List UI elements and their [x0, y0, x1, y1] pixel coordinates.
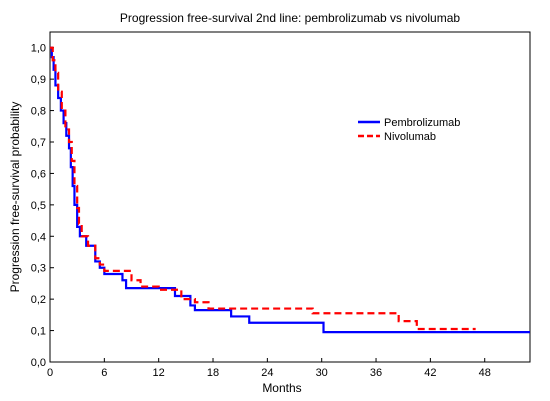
x-tick-label: 42: [424, 367, 436, 379]
y-tick-label: 0,0: [31, 357, 46, 369]
y-axis-label: Progression free-survival probability: [8, 102, 22, 293]
series-nivolumab-line: [50, 46, 476, 331]
y-tick-label: 0,6: [31, 168, 46, 180]
x-tick-label: 48: [479, 367, 491, 379]
x-tick-label: 30: [316, 367, 328, 379]
x-tick-label: 18: [207, 367, 219, 379]
x-tick-label: 36: [370, 367, 382, 379]
x-tick-label: 12: [153, 367, 165, 379]
y-axis: 0,0 0,1 0,2 0,3 0,4 0,5 0,6 0,7 0,8 0,9 1,0: [31, 43, 54, 369]
y-tick-label: 0,2: [31, 294, 46, 306]
y-tick-label: 0,9: [31, 74, 46, 86]
y-tick-label: 0,4: [31, 231, 46, 243]
x-tick-label: 24: [261, 367, 273, 379]
x-tick-label: 0: [47, 367, 53, 379]
legend: Pembrolizumab Nivolumab: [358, 117, 460, 143]
x-axis: 0 6 12 18 24 30 36 42 48: [47, 358, 491, 379]
series-lines: [50, 46, 530, 334]
y-tick-label: 0,5: [31, 200, 46, 212]
y-tick-label: 0,8: [31, 106, 46, 118]
x-axis-label: Months: [262, 381, 301, 395]
chart-title: Progression free-survival 2nd line: pemb…: [120, 11, 460, 25]
legend-label-nivolumab: Nivolumab: [384, 131, 436, 143]
x-tick-label: 6: [101, 367, 107, 379]
y-tick-label: 1,0: [31, 43, 46, 55]
legend-label-pembrolizumab: Pembrolizumab: [384, 117, 460, 129]
y-tick-label: 0,3: [31, 263, 46, 275]
plot-frame: [49, 31, 531, 363]
y-tick-label: 0,7: [31, 137, 46, 149]
y-tick-label: 0,1: [31, 326, 46, 338]
series-pembrolizumab-line: [50, 46, 530, 334]
